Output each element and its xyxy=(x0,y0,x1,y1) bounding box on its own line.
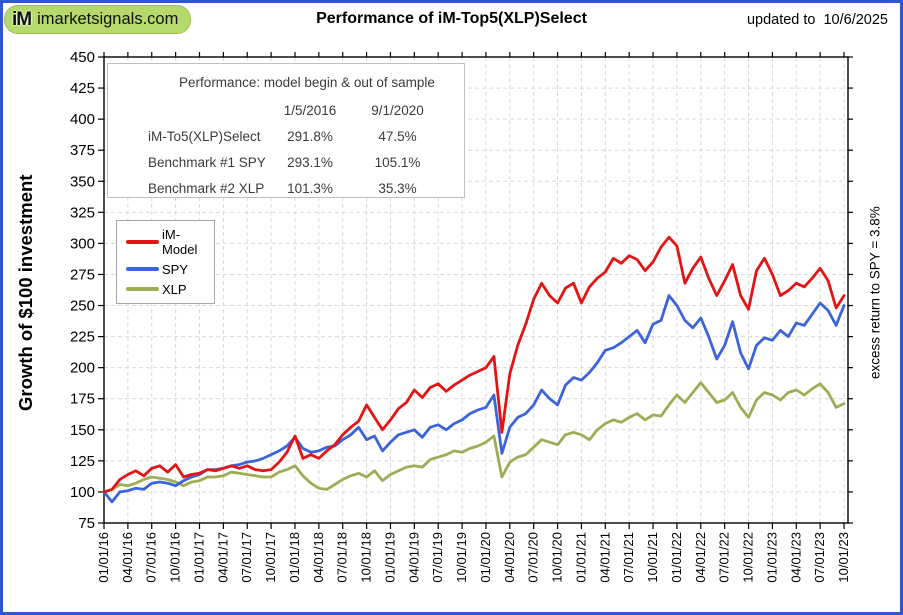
stats-row-label-spy: Benchmark #1 SPY xyxy=(148,154,266,170)
logo-site-text: imarketsignals.com xyxy=(37,10,179,28)
x-tick-label: 01/01/20 xyxy=(478,532,493,583)
x-tick-label: 07/01/23 xyxy=(812,532,827,583)
x-tick-label: 10/01/16 xyxy=(168,532,183,583)
updated-to: updated to 10/6/2025 xyxy=(747,12,888,28)
x-tick-label: 07/01/16 xyxy=(144,532,159,583)
x-tick-label: 01/01/23 xyxy=(764,532,779,583)
x-tick-label: 07/01/17 xyxy=(239,532,254,583)
stats-col-header-out-of-sample: 9/1/2020 xyxy=(371,102,424,118)
stats-spacer xyxy=(108,97,148,123)
y-tick-label: 350 xyxy=(70,173,95,190)
updated-date: 10/6/2025 xyxy=(823,12,888,28)
stats-spy-begin-value: 293.1% xyxy=(287,154,333,170)
spy-line-swatch xyxy=(126,267,159,272)
x-tick-label: 10/01/20 xyxy=(550,532,565,583)
legend: iM-Model SPY XLP xyxy=(116,220,215,304)
x-tick-label: 04/01/22 xyxy=(693,532,708,583)
y-tick-label: 175 xyxy=(70,391,95,408)
y-tick-label: 325 xyxy=(70,204,95,221)
x-tick-label: 01/01/17 xyxy=(191,532,206,583)
x-tick-label: 04/01/16 xyxy=(120,532,135,583)
chart-title: Performance of iM-Top5(XLP)Select xyxy=(316,10,587,27)
plot-border xyxy=(103,56,849,524)
stats-spacer xyxy=(108,149,148,175)
x-tick-label: 10/01/19 xyxy=(454,532,469,583)
series-line-xlp xyxy=(102,381,846,494)
x-tick-label: 01/01/16 xyxy=(96,532,111,583)
y-tick-label: 225 xyxy=(70,329,95,346)
legend-label-spy: SPY xyxy=(162,261,189,277)
axis-ticks xyxy=(98,52,853,529)
axis-tick-labels: 450 425 400 375 350 325 300 275 250 225 200 175 150 1… xyxy=(70,49,851,583)
stats-table: 1/5/2016 9/1/2020 iM-To5(XLP)Select 291.… xyxy=(108,97,464,201)
legend-label-xlp: XLP xyxy=(162,281,187,297)
legend-item-xlp: XLP xyxy=(126,282,214,297)
y-tick-label: 275 xyxy=(70,266,95,283)
x-tick-label: 07/01/22 xyxy=(717,532,732,583)
stats-col-header-model-begin: 1/5/2016 xyxy=(283,102,337,118)
x-tick-label: 07/01/18 xyxy=(335,532,350,583)
stats-xlp-begin-value: 101.3% xyxy=(287,180,333,196)
y-tick-label: 250 xyxy=(70,298,95,315)
x-tick-label: 10/01/18 xyxy=(359,532,374,583)
x-tick-label: 07/01/21 xyxy=(621,532,636,583)
x-tick-label: 04/01/20 xyxy=(502,532,517,583)
performance-stats-box: Performance: model begin & out of sample… xyxy=(107,63,465,198)
x-tick-label: 04/01/18 xyxy=(311,532,326,583)
legend-label-im-model: iM-Model xyxy=(162,227,198,258)
y-tick-label: 100 xyxy=(70,484,95,501)
stats-xlp-out-of-sample-value: 35.3% xyxy=(378,180,417,196)
x-tick-label: 07/01/19 xyxy=(430,532,445,583)
x-tick-label: 04/01/17 xyxy=(215,532,230,583)
y-tick-label: 425 xyxy=(70,80,95,97)
x-tick-label: 10/01/17 xyxy=(263,532,278,583)
im-logo-mark: iM xyxy=(12,8,32,30)
y-tick-label: 125 xyxy=(70,453,95,470)
y-tick-label: 75 xyxy=(78,515,95,532)
series-line-im-model xyxy=(102,235,846,494)
x-tick-label: 10/01/22 xyxy=(741,532,756,583)
y-tick-label: 450 xyxy=(70,49,95,66)
y-tick-label: 200 xyxy=(70,360,95,377)
stats-model-begin-value: 291.8% xyxy=(287,128,333,144)
y-tick-label: 150 xyxy=(70,422,95,439)
y-tick-label: 300 xyxy=(70,235,95,252)
stats-out-of-sample-value: 47.5% xyxy=(378,128,417,144)
imarketsignals-logo: iM imarketsignals.com xyxy=(4,5,192,34)
x-tick-label: 07/01/20 xyxy=(526,532,541,583)
stats-spy-out-of-sample-value: 105.1% xyxy=(374,154,421,170)
x-tick-label: 04/01/19 xyxy=(406,532,421,583)
x-tick-label: 10/01/23 xyxy=(836,532,851,583)
legend-item-spy: SPY xyxy=(126,262,214,277)
stats-spacer xyxy=(108,175,148,201)
x-tick-label: 01/01/21 xyxy=(573,532,588,583)
y-tick-label: 375 xyxy=(70,142,95,159)
x-tick-label: 01/01/22 xyxy=(669,532,684,583)
xlp-line-swatch xyxy=(126,287,159,292)
im-model-line-swatch xyxy=(126,240,159,245)
x-tick-label: 04/01/23 xyxy=(788,532,803,583)
stats-spacer xyxy=(148,97,270,123)
updated-label: updated to xyxy=(746,12,816,28)
x-tick-label: 10/01/21 xyxy=(645,532,660,583)
stats-row-label-xlp: Benchmark #2 XLP xyxy=(148,180,265,196)
stats-title: Performance: model begin & out of sample xyxy=(179,75,435,90)
stats-spacer xyxy=(108,123,148,149)
legend-item-im-model: iM-Model xyxy=(126,227,214,257)
y-tick-label: 400 xyxy=(70,111,95,128)
stats-row-label-model: iM-To5(XLP)Select xyxy=(148,128,261,144)
x-tick-label: 01/01/19 xyxy=(382,532,397,583)
x-tick-label: 04/01/21 xyxy=(597,532,612,583)
x-tick-label: 01/01/18 xyxy=(287,532,302,583)
